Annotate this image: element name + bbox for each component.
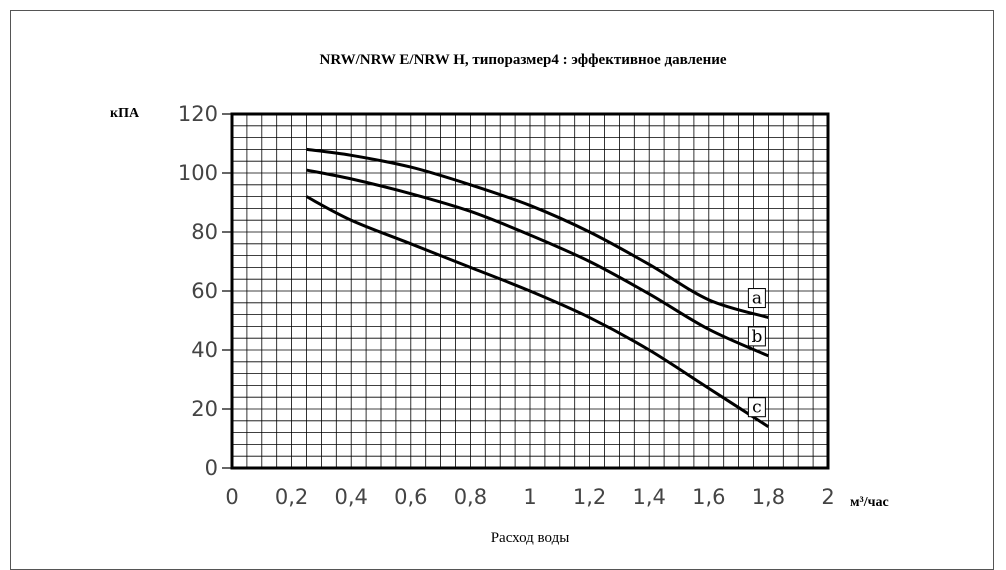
- y-tick-label: 60: [191, 279, 218, 303]
- y-tick-label: 40: [191, 338, 218, 362]
- series-label-box-b: [747, 326, 766, 347]
- x-axis-label: Расход воды: [491, 530, 570, 546]
- y-tick-label: 100: [178, 161, 218, 185]
- y-tick-label: 80: [191, 220, 218, 244]
- x-tick-label: 2: [821, 485, 834, 509]
- series-line-a: [306, 147, 769, 319]
- series-line-b: [306, 168, 770, 358]
- tick-labels: 0 0,2 0,4 0,6 0,8 1 1,2 1,4 1,6 1,8 20204060801001…: [178, 102, 835, 509]
- x-tick-label: 0,4: [334, 485, 367, 509]
- x-tick-label: 1,6: [692, 485, 725, 509]
- y-tick-label: 20: [191, 397, 218, 421]
- x-tick-label: 0,8: [454, 485, 487, 509]
- x-tick-label: 1,8: [752, 485, 785, 509]
- series-label-c: c: [752, 398, 762, 418]
- series-group: ab c: [305, 147, 770, 428]
- series-line-c: [305, 195, 770, 428]
- series-label-a: a: [752, 289, 762, 309]
- x-tick-label: 1,4: [632, 485, 665, 509]
- y-tick-label: 0: [205, 456, 218, 480]
- y-tick-label: 120: [178, 102, 218, 126]
- y-axis-unit: кПА: [110, 106, 140, 121]
- chart-frame: [10, 10, 994, 570]
- series-label-box-a: [747, 288, 766, 309]
- series-label-box-c: [747, 397, 766, 418]
- series-label-b: b: [751, 327, 762, 347]
- x-axis-unit: м³/час: [850, 495, 889, 510]
- plot-area-border: [230, 112, 830, 470]
- x-tick-label: 0,6: [394, 485, 427, 509]
- chart-title: NRW/NRW E/NRW H, типоразмер4 : эффективн…: [319, 52, 726, 68]
- x-tick-label: 0,2: [275, 485, 308, 509]
- x-tick-label: 1,2: [573, 485, 606, 509]
- chart-canvas: NRW/NRW E/NRW H, типоразмер4 : эффективн…: [110, 52, 889, 546]
- x-tick-label: 1: [523, 485, 536, 509]
- x-tick-label: 0: [225, 485, 238, 509]
